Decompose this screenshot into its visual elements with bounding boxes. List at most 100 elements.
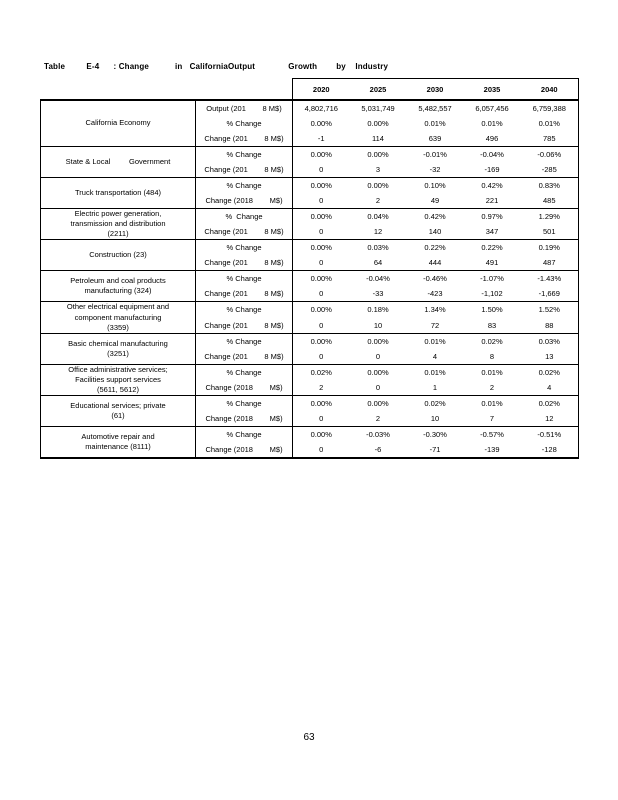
value-cell: 0.01% [406, 332, 464, 349]
metric-cell: % Change [195, 177, 293, 193]
table-row: Change (201 8 M$) 0 0 4 8 13 [41, 348, 579, 365]
value-cell: -423 [427, 289, 443, 299]
value-cell: -1 [317, 134, 325, 143]
value-cell: 0.42% [406, 208, 464, 225]
value-cell: 221 [485, 196, 499, 205]
value-cell: 0.42% [463, 177, 521, 193]
metric-cell: % Change [195, 332, 293, 349]
value-cell: 83 [487, 320, 497, 330]
value-cell: 0.19% [520, 239, 579, 256]
value-cell: 6,057,456 [463, 99, 521, 116]
table-row: Change (201 8 M$) 0 64 444 491 487 [41, 255, 579, 271]
metric-cell: Change (2018 M$) [195, 442, 293, 460]
metric-cell: Change (2018 M$) [195, 193, 293, 209]
value-cell: 6,759,388 [520, 99, 579, 116]
value-cell: 487 [520, 255, 579, 271]
value-cell: 72 [430, 320, 440, 330]
table-row: Electric power generation, transmission … [40, 207, 579, 240]
table-body: California Economy Output (201 8 M$) 4,802… [40, 99, 579, 460]
table-row: Other electrical equipment and component… [40, 301, 579, 334]
table-row: Change (201 8 M$) 0 10 72 83 88 [41, 317, 579, 334]
value-cell: 0 [375, 351, 381, 361]
value-cell: -0.03% [349, 426, 407, 443]
value-cell: 0.00% [292, 270, 350, 287]
value-cell: 0 [319, 351, 324, 361]
metric-cell: % Change [195, 208, 293, 225]
industry-label-cell: State & Local Government [40, 146, 196, 178]
metric-cell: % Change [195, 146, 293, 162]
value-cell: 0 [319, 196, 324, 205]
value-cell: 639 [428, 134, 442, 143]
value-cell: 8 [489, 351, 495, 361]
table-row: Change (2018 M$) 0 2 10 7 12 [41, 411, 579, 427]
value-cell: 0 [319, 258, 324, 268]
table-row: Change (201 8 M$) -1 114 639 496 785 [41, 131, 579, 147]
value-cell: 0.00% [349, 177, 407, 193]
year-header: 2030 [406, 78, 464, 101]
industry-label-cell: Office administrative services; Faciliti… [40, 363, 196, 396]
value-cell: 1 [432, 383, 438, 393]
value-cell: 2 [375, 414, 381, 424]
value-cell: 114 [372, 134, 384, 143]
value-cell: 1.52% [520, 301, 579, 318]
value-cell: 0.04% [349, 208, 407, 225]
industry-label-cell: Educational services; private (61) [40, 395, 196, 427]
value-cell: 0.00% [292, 177, 350, 193]
value-cell: 0.18% [349, 301, 407, 318]
value-cell: -0.57% [463, 426, 521, 443]
value-cell: 0.10% [406, 177, 464, 193]
value-cell: -1.07% [463, 270, 521, 287]
value-cell: -0.01% [406, 146, 464, 162]
value-cell: 49 [430, 196, 440, 205]
metric-cell: % Change [195, 116, 293, 131]
value-cell: 88 [520, 317, 579, 334]
value-cell: 0.22% [463, 239, 521, 256]
value-cell: 0.02% [406, 395, 464, 412]
value-cell: 0.00% [349, 332, 407, 349]
value-cell: -0.04% [349, 270, 407, 287]
value-cell: -0.30% [406, 426, 464, 443]
value-cell: 3 [375, 165, 381, 174]
metric-cell: Change (2018 M$) [195, 379, 293, 396]
value-cell: 0 [319, 289, 324, 299]
value-cell: 485 [520, 193, 579, 209]
value-cell: 0 [292, 442, 350, 460]
metric-cell: % Change [195, 363, 293, 380]
table-row: Construction (23)% Change 0.00% 0.03% 0.22%… [40, 239, 579, 271]
table-row: Truck transportation (484)% Change 0.00% 0… [40, 177, 579, 209]
value-cell: 0.02% [292, 363, 350, 380]
value-cell: 0.00% [292, 395, 350, 412]
value-cell: 0.00% [367, 119, 389, 128]
value-cell: -6 [349, 442, 407, 460]
table-row: Basic chemical manufacturing (3251)% Cha… [40, 332, 579, 365]
value-cell: 0.02% [463, 332, 521, 349]
table-row: Educational services; private (61)% Chan… [40, 395, 579, 427]
industry-growth-table: 2020 2025 2030 2035 2040 California Economy O… [40, 78, 579, 460]
value-cell: 0.00% [349, 363, 407, 380]
value-cell: 0.00% [292, 332, 350, 349]
value-cell: 0.00% [292, 208, 350, 225]
value-cell: 10 [373, 320, 383, 330]
value-cell: 2 [319, 383, 324, 393]
value-cell: -0.51% [520, 426, 579, 443]
metric-cell: % Change [195, 301, 293, 318]
value-cell: 491 [485, 258, 499, 268]
value-cell: 0.01% [424, 119, 446, 128]
value-cell: 64 [373, 258, 383, 268]
industry-label-cell: Truck transportation (484) [40, 177, 196, 209]
metric-cell: % Change [195, 239, 293, 256]
value-cell: 0.00% [292, 301, 350, 318]
value-cell: -32 [429, 165, 441, 174]
value-cell: 2 [489, 383, 495, 393]
value-cell: 0.03% [349, 239, 407, 256]
table-title: Table E-4 : Change in CaliforniaOutput G… [44, 62, 389, 71]
table-row: Change (2018 M$) 0 2 49 221 485 [41, 193, 579, 209]
value-cell: 4 [432, 351, 438, 361]
value-cell: 140 [428, 227, 442, 237]
value-cell: 0.01% [481, 119, 503, 128]
table-row: Change (201 8 M$) 0 12 140 347 501 [41, 224, 579, 240]
table-row: Office administrative services; Faciliti… [40, 363, 579, 396]
value-cell: 0.00% [292, 426, 350, 443]
metric-cell: Change (201 8 M$) [195, 286, 293, 302]
